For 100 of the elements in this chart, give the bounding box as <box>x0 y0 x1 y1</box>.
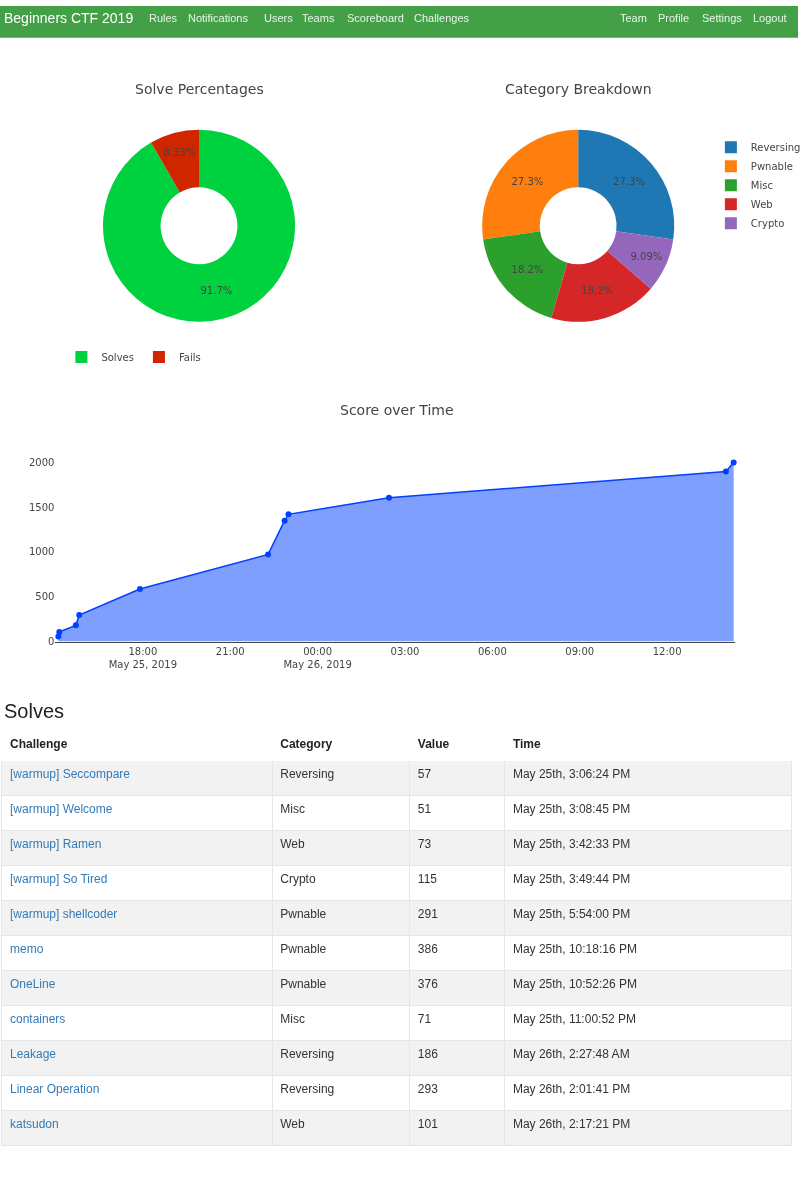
text: May 26th, 2:27:48 AM <box>512 1046 630 1061</box>
data-label: 27.3% <box>511 176 544 188</box>
y-tick-label: 2000 <box>28 456 55 468</box>
text: May 26th, 2:01:41 PM <box>512 1081 631 1096</box>
text: [warmup] Welcome <box>9 801 113 816</box>
text: May 25th, 11:00:52 PM <box>512 1011 637 1026</box>
data-label: 91.7% <box>200 285 233 297</box>
text: Leakage <box>9 1046 57 1061</box>
text: memo <box>9 941 44 956</box>
text: Solves <box>4 700 65 722</box>
point <box>76 612 83 619</box>
text: Web <box>280 1116 305 1131</box>
data-label: 18.2% <box>581 284 614 296</box>
donut-slice <box>103 129 295 322</box>
text: [warmup] Ramen <box>9 836 102 851</box>
point <box>265 551 272 558</box>
text: Reversing <box>280 1046 335 1061</box>
text: 376 <box>417 976 438 991</box>
chart-title: Score over Time <box>340 402 454 418</box>
x-tick-label: 12:00 <box>652 645 682 657</box>
text: Profile <box>658 12 690 24</box>
text: May 25th, 10:52:26 PM <box>512 976 637 991</box>
text: May 25th, 5:54:00 PM <box>512 906 631 921</box>
text: 115 <box>417 871 437 886</box>
text: 386 <box>417 941 438 956</box>
legend-label: Reversing <box>750 142 801 154</box>
text: Misc <box>280 801 305 816</box>
data-label: 8.33% <box>163 146 196 158</box>
legend-label: Misc <box>750 180 773 192</box>
text: Web <box>280 836 305 851</box>
text: 73 <box>417 836 432 851</box>
text: 101 <box>417 1116 438 1131</box>
text: Scoreboard <box>347 12 404 24</box>
text: Pwnable <box>280 906 327 921</box>
text: 51 <box>417 801 432 816</box>
x-tick-label: 18:00 May 25, 2019 <box>108 645 178 670</box>
text: Challenges <box>414 12 470 24</box>
point <box>285 511 292 518</box>
y-tick-label: 1000 <box>28 546 55 558</box>
category-label: Category <box>280 736 333 751</box>
text: katsudon <box>9 1116 59 1131</box>
text: Rules <box>149 12 178 24</box>
chart-title: Category Breakdown <box>505 81 652 97</box>
legend-label: Solves <box>101 352 134 363</box>
point <box>722 468 729 475</box>
text: May 25th, 3:08:45 PM <box>512 801 631 816</box>
text: Settings <box>702 12 743 24</box>
x-tick-label: 21:00 <box>215 645 245 657</box>
text: [warmup] Seccompare <box>9 766 131 781</box>
text: Beginners CTF 2019 <box>4 10 134 26</box>
data-label: 18.2% <box>511 264 544 276</box>
legend-label: Pwnable <box>750 161 793 173</box>
text: Misc <box>280 1011 305 1026</box>
text: May 25th, 10:18:16 PM <box>512 941 637 956</box>
category-label: Time <box>512 736 541 751</box>
point <box>72 622 79 629</box>
text: Crypto <box>280 871 316 886</box>
legend-label: Web <box>750 199 773 211</box>
x-tick-label: 09:00 <box>565 645 595 657</box>
y-tick-label: 0 <box>48 636 55 648</box>
point <box>385 494 392 501</box>
text: containers <box>9 1011 66 1026</box>
text: 293 <box>417 1081 438 1096</box>
text: Users <box>264 12 294 24</box>
text: May 25th, 3:06:24 PM <box>512 766 631 781</box>
text: May 26th, 2:17:21 PM <box>512 1116 631 1131</box>
data-label: 9.09% <box>630 251 663 263</box>
x-tick-label: 03:00 <box>390 645 420 657</box>
text: Reversing <box>280 1081 335 1096</box>
text: OneLine <box>9 976 56 991</box>
chart-title: Solve Percentages <box>135 81 264 97</box>
text: May 25th, 3:49:44 PM <box>512 871 631 886</box>
data-label: 27.3% <box>613 176 645 188</box>
text: 71 <box>417 1011 432 1026</box>
x-tick-label: 00:00 May 26, 2019 <box>283 645 352 670</box>
donut-slice <box>482 129 579 240</box>
category-label: Value <box>417 736 450 751</box>
point <box>56 628 63 635</box>
y-tick-label: 500 <box>35 591 55 603</box>
text: Linear Operation <box>9 1081 100 1096</box>
text: Pwnable <box>280 941 327 956</box>
text: [warmup] shellcoder <box>9 906 118 921</box>
point <box>136 585 143 592</box>
x-tick-label: 06:00 <box>477 645 507 657</box>
donut-slice <box>151 129 199 193</box>
point <box>730 459 737 466</box>
text: Reversing <box>280 766 335 781</box>
category-label: Challenge <box>9 736 68 751</box>
text: Pwnable <box>280 976 327 991</box>
y-tick-label: 1500 <box>28 501 55 513</box>
text: Team <box>620 12 647 24</box>
text: 186 <box>417 1046 438 1061</box>
text: Teams <box>302 12 335 24</box>
text: Logout <box>753 12 787 24</box>
text: Notifications <box>188 12 249 24</box>
donut-slice <box>483 231 568 318</box>
text: 57 <box>417 766 432 781</box>
point <box>281 517 288 524</box>
legend-label: Fails <box>178 352 201 363</box>
text: 291 <box>417 906 438 921</box>
